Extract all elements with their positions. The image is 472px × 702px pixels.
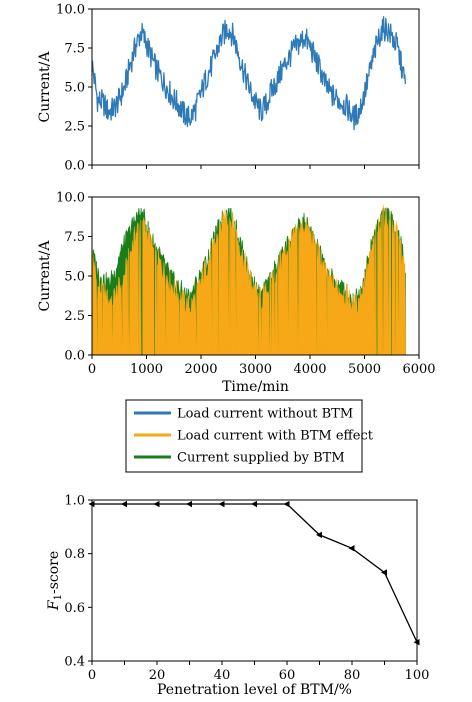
y-axis-label-main: F bbox=[46, 599, 62, 611]
x-tick-label: 40 bbox=[214, 668, 231, 683]
y-tick-label: 7.5 bbox=[64, 42, 85, 57]
y-tick-label: 0.4 bbox=[64, 655, 85, 670]
legend: Load current without BTM Load current wit… bbox=[125, 399, 374, 473]
plot-frame bbox=[91, 499, 418, 662]
legend-label: Load current without BTM bbox=[177, 407, 353, 422]
x-tick-label: 100 bbox=[405, 668, 430, 683]
x-tick-label: 80 bbox=[344, 668, 361, 683]
chart-load-current-without-btm: 0.0 2.5 5.0 7.5 10.0 Current/A bbox=[37, 3, 420, 174]
y-tick-label: 10.0 bbox=[56, 191, 85, 206]
y-tick-label: 0.0 bbox=[64, 349, 85, 364]
x-tick-label: 0 bbox=[88, 668, 96, 683]
x-tick-label: 2000 bbox=[184, 362, 217, 377]
y-axis-label-sub: 1 bbox=[53, 594, 64, 600]
y-axis-label: F1-score bbox=[46, 551, 64, 611]
data-point-marker bbox=[88, 500, 95, 508]
x-tick-label: 3000 bbox=[239, 362, 272, 377]
data-point-marker bbox=[121, 500, 127, 508]
data-point-marker bbox=[218, 500, 225, 508]
x-tick-label: 60 bbox=[279, 668, 296, 683]
series-area-load-with-btm-effect bbox=[91, 204, 406, 356]
data-point-marker bbox=[186, 500, 192, 508]
x-tick-label: 6000 bbox=[402, 362, 435, 377]
x-tick-label: 0 bbox=[88, 362, 96, 377]
y-tick-label: 5.0 bbox=[64, 270, 85, 285]
chart-load-current-with-btm: 0.0 2.5 5.0 7.5 10.0 0 1000 2000 3000 4000 5000 600… bbox=[37, 191, 436, 396]
x-tick-label: 1000 bbox=[130, 362, 163, 377]
data-point-marker bbox=[381, 569, 387, 576]
y-tick-label: 2.5 bbox=[64, 309, 85, 324]
legend-label: Current supplied by BTM bbox=[177, 451, 345, 466]
x-tick-label: 20 bbox=[149, 668, 166, 683]
data-point-marker bbox=[153, 500, 160, 508]
y-tick-label: 7.5 bbox=[64, 230, 85, 245]
data-point-marker bbox=[283, 500, 290, 508]
x-tick-label: 4000 bbox=[293, 362, 326, 377]
y-tick-label: 2.5 bbox=[64, 120, 85, 135]
y-tick-label: 0.8 bbox=[64, 547, 85, 562]
data-point-marker bbox=[316, 531, 322, 539]
data-point-marker bbox=[251, 500, 257, 508]
y-axis-label: Current/A bbox=[37, 240, 53, 312]
y-tick-label: 5.0 bbox=[64, 81, 85, 96]
chart-f1-score: 0.4 0.6 0.8 1.0 0 20 40 60 80 100 Penetration leve… bbox=[46, 494, 429, 699]
y-tick-label: 0.6 bbox=[64, 601, 85, 616]
y-axis-label: Current/A bbox=[37, 51, 53, 123]
series-line-f1-score bbox=[92, 503, 418, 643]
y-tick-label: 10.0 bbox=[56, 3, 85, 18]
data-point-marker bbox=[348, 545, 355, 552]
y-tick-label: 0.0 bbox=[64, 159, 85, 174]
y-tick-label: 1.0 bbox=[64, 494, 85, 509]
legend-label: Load current with BTM effect bbox=[177, 429, 374, 444]
x-axis-label: Penetration level of BTM/% bbox=[157, 682, 352, 698]
y-axis-label-rest: -score bbox=[46, 551, 62, 594]
x-axis-label: Time/min bbox=[222, 379, 289, 395]
x-tick-label: 5000 bbox=[348, 362, 381, 377]
data-point-marker bbox=[413, 639, 420, 646]
series-line-load-without-btm bbox=[91, 16, 407, 131]
